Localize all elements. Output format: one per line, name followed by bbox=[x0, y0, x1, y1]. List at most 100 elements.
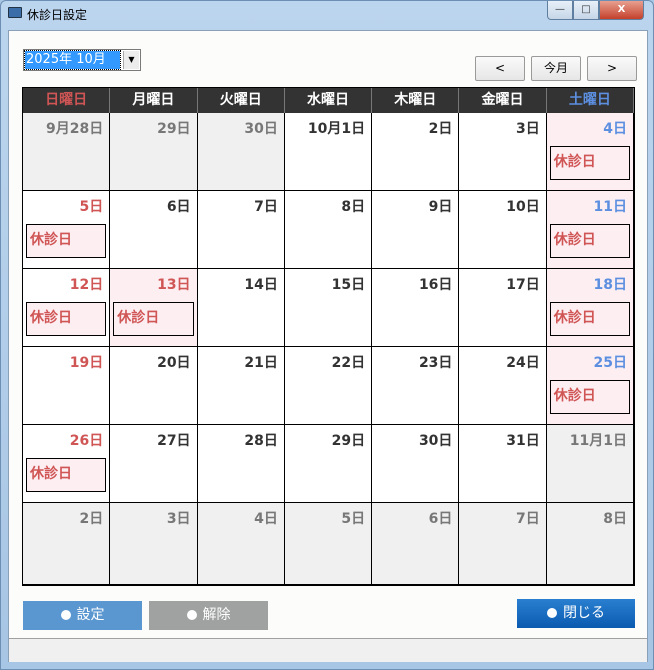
clear-button[interactable]: 解除 bbox=[149, 601, 268, 630]
holiday-badge: 休診日 bbox=[26, 302, 107, 336]
play-circle-icon bbox=[547, 608, 557, 618]
calendar-day-cell[interactable]: 9日 bbox=[372, 191, 460, 269]
play-circle-icon bbox=[60, 610, 71, 620]
day-number: 8日 bbox=[341, 199, 366, 215]
calendar-day-cell[interactable]: 6日 bbox=[110, 191, 198, 269]
status-bar bbox=[9, 638, 647, 662]
day-number: 9月28日 bbox=[46, 121, 104, 137]
calendar-day-cell[interactable]: 19日 bbox=[23, 347, 111, 425]
day-number: 30日 bbox=[418, 433, 453, 449]
day-number: 14日 bbox=[244, 277, 278, 293]
weekday-header: 金曜日 bbox=[459, 88, 547, 113]
day-number: 4日 bbox=[603, 121, 627, 137]
day-number: 7日 bbox=[254, 199, 278, 215]
month-select-value: 2025年 10月 bbox=[24, 50, 121, 70]
close-label: 閉じる bbox=[563, 605, 605, 621]
app-icon bbox=[8, 7, 22, 18]
day-number: 10日 bbox=[506, 199, 540, 215]
next-month-button[interactable]: > bbox=[587, 56, 637, 81]
close-button[interactable]: 閉じる bbox=[517, 599, 635, 628]
minimize-button[interactable]: — bbox=[547, 1, 573, 20]
calendar-day-cell[interactable]: 14日 bbox=[197, 269, 285, 347]
calendar-day-cell[interactable]: 4日 bbox=[197, 503, 285, 585]
calendar-day-cell[interactable]: 16日 bbox=[372, 269, 460, 347]
weekday-header: 木曜日 bbox=[372, 88, 460, 113]
calendar-day-cell[interactable]: 10日 bbox=[459, 191, 547, 269]
chevron-down-icon[interactable]: ▼ bbox=[123, 51, 139, 69]
calendar-day-cell[interactable]: 20日 bbox=[110, 347, 198, 425]
maximize-button[interactable]: □ bbox=[573, 1, 599, 20]
calendar-day-cell[interactable]: 4日 休診日 bbox=[546, 113, 634, 191]
set-label: 設定 bbox=[76, 607, 105, 623]
calendar-day-cell[interactable]: 3日 bbox=[459, 113, 547, 191]
day-number: 11月1日 bbox=[569, 433, 627, 449]
weekday-header: 土曜日 bbox=[546, 88, 634, 113]
calendar-day-cell[interactable]: 2日 bbox=[372, 113, 460, 191]
holiday-badge: 休診日 bbox=[26, 224, 107, 258]
calendar-day-cell[interactable]: 5日 bbox=[284, 503, 373, 585]
calendar-day-cell[interactable]: 29日 bbox=[110, 113, 198, 191]
calendar-day-cell[interactable]: 5日休診日 bbox=[23, 191, 111, 269]
day-number: 27日 bbox=[157, 433, 191, 449]
day-number: 10月1日 bbox=[307, 121, 366, 137]
calendar-day-cell[interactable]: 6日 bbox=[372, 503, 460, 585]
day-number: 25日 bbox=[593, 355, 627, 371]
calendar-day-cell[interactable]: 11日 休診日 bbox=[546, 191, 634, 269]
calendar-day-cell[interactable]: 26日 休診日 bbox=[23, 425, 111, 503]
play-circle-icon bbox=[186, 610, 197, 620]
day-number: 7日 bbox=[515, 511, 540, 527]
calendar-day-cell[interactable]: 22日 bbox=[284, 347, 373, 425]
this-month-button[interactable]: 今月 bbox=[531, 56, 581, 81]
calendar-day-cell[interactable]: 8日 bbox=[284, 191, 373, 269]
day-number: 23日 bbox=[418, 355, 453, 371]
calendar-day-cell[interactable]: 30日 bbox=[372, 425, 460, 503]
day-number: 12日 bbox=[69, 277, 104, 293]
weekday-header: 火曜日 bbox=[197, 88, 285, 113]
calendar-day-cell[interactable]: 3日 bbox=[110, 503, 198, 585]
day-number: 29日 bbox=[157, 121, 191, 137]
calendar-day-cell[interactable]: 7日 bbox=[459, 503, 547, 585]
holiday-badge: 休診日 bbox=[26, 458, 107, 492]
calendar-day-cell[interactable]: 29日 bbox=[284, 425, 373, 503]
day-number: 13日 bbox=[157, 277, 191, 293]
holiday-badge: 休診日 bbox=[549, 302, 630, 336]
day-number: 9日 bbox=[428, 199, 453, 215]
calendar-day-cell[interactable]: 18日休診日 bbox=[546, 269, 634, 347]
calendar-day-cell[interactable]: 28日 bbox=[197, 425, 285, 503]
calendar-day-cell[interactable]: 15日 bbox=[284, 269, 373, 347]
prev-month-button[interactable]: < bbox=[475, 56, 525, 81]
day-number: 4日 bbox=[254, 511, 278, 527]
holiday-badge: 休診日 bbox=[549, 224, 630, 258]
day-number: 6日 bbox=[428, 511, 453, 527]
day-number: 5日 bbox=[341, 511, 366, 527]
holiday-badge: 休診日 bbox=[113, 302, 194, 336]
weekday-header: 月曜日 bbox=[110, 88, 198, 113]
day-number: 29日 bbox=[331, 433, 366, 449]
calendar-day-cell[interactable]: 9月28日 bbox=[23, 113, 111, 191]
calendar-day-cell[interactable]: 13日休診日 bbox=[110, 269, 198, 347]
day-number: 2日 bbox=[428, 121, 453, 137]
calendar-day-cell[interactable]: 31日 bbox=[459, 425, 547, 503]
day-number: 18日 bbox=[593, 277, 627, 293]
day-number: 3日 bbox=[166, 511, 191, 527]
calendar-day-cell[interactable]: 2日 bbox=[23, 503, 111, 585]
calendar-day-cell[interactable]: 11月1日 bbox=[546, 425, 634, 503]
day-number: 30日 bbox=[244, 121, 278, 137]
month-select[interactable]: 2025年 10月 ▼ bbox=[23, 49, 141, 71]
calendar-day-cell[interactable]: 8日 bbox=[546, 503, 634, 585]
calendar-day-cell[interactable]: 23日 bbox=[372, 347, 460, 425]
calendar-day-cell[interactable]: 30日 bbox=[197, 113, 285, 191]
calendar-day-cell[interactable]: 24日 bbox=[459, 347, 547, 425]
calendar-day-cell[interactable]: 7日 bbox=[197, 191, 285, 269]
weekday-header: 日曜日 bbox=[23, 88, 111, 113]
calendar-day-cell[interactable]: 21日 bbox=[197, 347, 285, 425]
calendar-day-cell[interactable]: 25日 休診日 bbox=[546, 347, 634, 425]
day-number: 15日 bbox=[331, 277, 366, 293]
day-number: 5日 bbox=[79, 199, 104, 215]
close-window-button[interactable]: X bbox=[599, 1, 644, 20]
calendar-day-cell[interactable]: 12日休診日 bbox=[23, 269, 111, 347]
calendar-day-cell[interactable]: 27日 bbox=[110, 425, 198, 503]
calendar-day-cell[interactable]: 17日 bbox=[459, 269, 547, 347]
set-button[interactable]: 設定 bbox=[23, 601, 142, 630]
calendar-day-cell[interactable]: 10月1日 bbox=[284, 113, 373, 191]
